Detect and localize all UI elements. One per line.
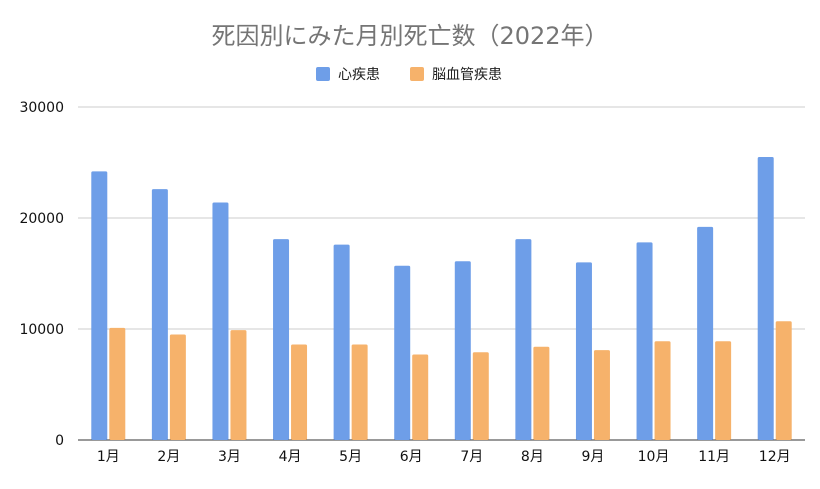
bar-cerebrovascular-1	[109, 327, 126, 440]
bar-cerebrovascular-11	[715, 341, 732, 440]
legend-label: 脳血管疾患	[432, 67, 502, 83]
bar-heart-disease-1	[91, 171, 108, 440]
bar-heart-disease-6	[394, 265, 411, 440]
legend-swatch	[316, 67, 330, 81]
bar-cerebrovascular-10	[654, 341, 671, 440]
bar-cerebrovascular-5	[351, 344, 368, 440]
bar-heart-disease-11	[697, 226, 714, 440]
x-tick-label: 5月	[339, 449, 362, 465]
bar-heart-disease-2	[151, 189, 168, 440]
bar-heart-disease-10	[636, 242, 653, 440]
x-tick-label: 11月	[698, 449, 730, 465]
y-axis: 0 10000 20000 30000	[19, 100, 64, 449]
bar-cerebrovascular-6	[412, 354, 429, 440]
x-tick-label: 10月	[638, 449, 670, 465]
bar-heart-disease-7	[454, 261, 471, 440]
bar-heart-disease-3	[212, 202, 229, 440]
bars	[91, 156, 792, 440]
y-tick-label: 0	[55, 433, 64, 449]
bar-cerebrovascular-3	[230, 330, 247, 440]
bar-cerebrovascular-2	[169, 334, 186, 440]
x-tick-label: 1月	[97, 449, 120, 465]
x-tick-label: 2月	[157, 449, 180, 465]
y-tick-label: 20000	[19, 211, 64, 227]
x-tick-label: 8月	[521, 449, 544, 465]
bar-heart-disease-12	[757, 156, 774, 440]
legend: 心疾患 脳血管疾患	[316, 67, 502, 83]
x-tick-label: 9月	[581, 449, 604, 465]
y-tick-label: 10000	[19, 322, 64, 338]
bar-cerebrovascular-4	[291, 344, 308, 440]
bar-cerebrovascular-7	[472, 352, 489, 440]
x-tick-label: 3月	[218, 449, 241, 465]
bar-cerebrovascular-9	[593, 350, 610, 440]
bar-heart-disease-4	[273, 239, 290, 440]
bar-cerebrovascular-8	[533, 346, 550, 440]
gridlines	[78, 106, 805, 441]
x-tick-label: 7月	[460, 449, 483, 465]
chart-title: 死因別にみた月別死亡数（2022年）	[211, 22, 608, 50]
bar-heart-disease-5	[333, 244, 350, 440]
x-axis: 1月 2月 3月 4月 5月 6月 7月 8月 9月 10月 11月 12月	[97, 449, 791, 465]
bar-heart-disease-9	[575, 262, 592, 440]
bar-heart-disease-8	[515, 239, 532, 440]
legend-swatch	[410, 67, 424, 81]
x-tick-label: 6月	[400, 449, 423, 465]
bar-cerebrovascular-12	[775, 321, 792, 440]
x-tick-label: 12月	[759, 449, 791, 465]
y-tick-label: 30000	[19, 100, 64, 116]
legend-label: 心疾患	[338, 67, 380, 83]
x-tick-label: 4月	[279, 449, 302, 465]
